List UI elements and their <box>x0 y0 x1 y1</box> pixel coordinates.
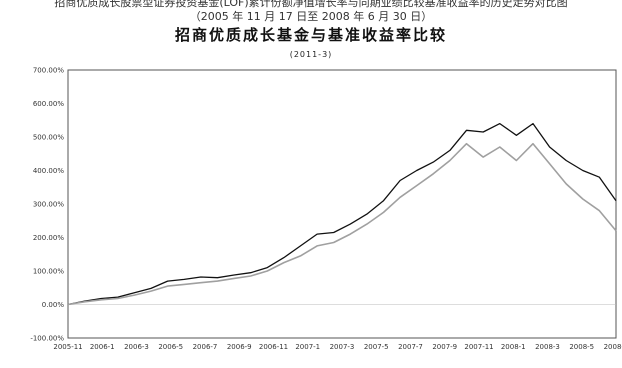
x-tick-label: 2008-6 <box>604 343 622 351</box>
x-tick-label: 2006-3 <box>124 343 149 351</box>
x-tick-label: 2008-1 <box>501 343 526 351</box>
x-tick-label: 2006-1 <box>90 343 115 351</box>
y-tick-label: 500.00% <box>33 134 64 142</box>
y-tick-label: 400.00% <box>33 167 64 175</box>
y-tick-label: 300.00% <box>33 201 64 209</box>
y-tick-label: 600.00% <box>33 100 64 108</box>
y-tick-label: 200.00% <box>33 234 64 242</box>
chart-subtitle: (2011-3) <box>289 50 333 59</box>
x-tick-label: 2008-5 <box>569 343 594 351</box>
plot-frame <box>67 69 617 339</box>
x-tick-label: 2007-3 <box>330 343 355 351</box>
x-tick-label: 2007-9 <box>432 343 457 351</box>
chart-title: 招商优质成长基金与基准收益率比较 <box>174 26 447 44</box>
benchmark-return-line <box>67 142 617 306</box>
series-layer <box>67 122 617 306</box>
y-tick-label: -100.00% <box>30 335 64 343</box>
x-tick-label: 2006-11 <box>259 343 288 351</box>
x-tick-label: 2008-3 <box>535 343 560 351</box>
x-axis: 2005-11 2006-1 2006-3 2006-5 2006-7 2006-9 200… <box>53 343 622 351</box>
y-tick-label: 100.00% <box>33 268 64 276</box>
document-title: 招商优质成长股票型证券投资基金(LOF)累计份额净值增长率与同期业绩比较基准收益… <box>54 0 568 9</box>
x-tick-label: 2006-5 <box>158 343 183 351</box>
y-axis: 700.00% 600.00% 500.00% 400.00% 300.00% 200.0… <box>30 67 64 343</box>
x-tick-label: 2005-11 <box>53 343 82 351</box>
x-tick-label: 2007-1 <box>295 343 320 351</box>
y-tick-label: 700.00% <box>33 67 64 75</box>
fund-return-line <box>67 122 617 306</box>
x-tick-label: 2006-7 <box>193 343 218 351</box>
x-tick-label: 2006-9 <box>227 343 252 351</box>
x-tick-label: 2007-5 <box>364 343 389 351</box>
x-tick-label: 2007-7 <box>398 343 423 351</box>
x-tick-label: 2007-11 <box>464 343 493 351</box>
y-tick-label: 0.00% <box>42 301 65 309</box>
document-subtitle: （2005 年 11 月 17 日至 2008 年 6 月 30 日） <box>189 10 433 23</box>
